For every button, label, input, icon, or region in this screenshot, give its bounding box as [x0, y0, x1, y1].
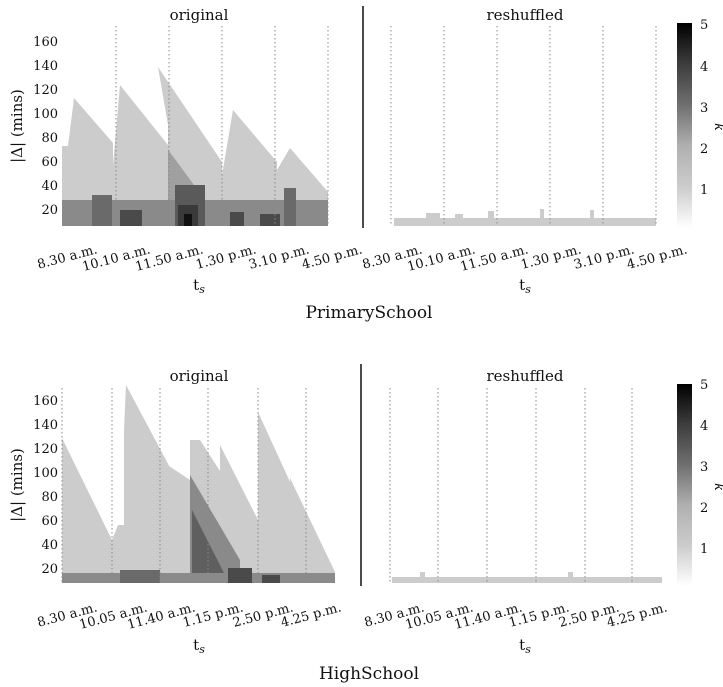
primary-dark-cell	[284, 188, 296, 226]
y-tick-label: 20	[41, 562, 58, 577]
high-original-x-axis-label: ts	[193, 636, 205, 656]
primary-y-axis-label: |Δ| (mins)	[8, 89, 26, 163]
reshuffled-bump	[488, 211, 494, 218]
high-original-xticks: 8.30 a.m. 10.05 a.m. 11.40 a.m. 1.15 p.m…	[36, 600, 343, 633]
high-dark-cell	[262, 575, 280, 583]
y-tick-label: 20	[41, 203, 58, 218]
reshuffled-bump	[540, 209, 544, 218]
primary-dark-cell	[260, 214, 280, 226]
colorbar-label: k	[711, 483, 723, 491]
high-colorbar: 1 2 3 4 5 k	[677, 378, 723, 586]
colorbar-tick: 1	[700, 183, 708, 198]
primary-dark-cell	[92, 195, 112, 226]
y-tick-label: 140	[33, 418, 58, 433]
high-wave-6	[290, 478, 335, 583]
colorbar-tick: 5	[700, 378, 708, 393]
high-original-panel: original	[8, 367, 343, 656]
y-tick-label: 60	[41, 155, 58, 170]
reshuffled-band	[394, 218, 656, 226]
primary-dark-cell	[120, 210, 142, 226]
primary-reshuffled-vlines	[391, 26, 656, 226]
high-original-title: original	[170, 367, 229, 385]
high-reshuffled-heatmap	[392, 572, 662, 583]
high-wave-1	[62, 438, 112, 583]
y-tick-label: 160	[33, 394, 58, 409]
y-tick-label: 40	[41, 538, 58, 553]
high-reshuffled-vlines	[390, 388, 632, 583]
reshuffled-bump	[568, 572, 573, 577]
y-tick-label: 100	[33, 466, 58, 481]
primary-original-xticks: 8.30 a.m. 10.10 a.m. 11.50 a.m. 1.30 p.m…	[36, 242, 364, 275]
y-tick-label: 40	[41, 179, 58, 194]
y-tick-label: 60	[41, 514, 58, 529]
primary-original-title: original	[170, 6, 229, 24]
primary-original-x-axis-label: ts	[193, 276, 205, 296]
high-dark-cell	[62, 573, 335, 583]
colorbar-tick: 3	[700, 101, 708, 116]
high-wave-3	[160, 460, 190, 583]
colorbar-tick: 4	[700, 419, 708, 434]
colorbar-tick: 4	[700, 60, 708, 75]
colorbar-tick: 2	[700, 142, 708, 157]
y-tick-label: 160	[33, 35, 58, 50]
y-tick-label: 120	[33, 83, 58, 98]
reshuffled-bump	[455, 214, 463, 218]
reshuffled-bump	[426, 213, 440, 218]
highschool-figure: original	[8, 364, 723, 684]
colorbar-tick: 3	[700, 460, 708, 475]
primary-dark-cell	[184, 214, 192, 226]
high-reshuffled-xticks: 8.30 a.m. 10.05 a.m. 11.40 a.m. 1.15 p.m…	[363, 600, 669, 633]
primary-original-heatmap	[62, 67, 328, 226]
y-tick-label: 80	[41, 131, 58, 146]
high-dark-cell	[228, 568, 252, 583]
high-original-yticks: 20 40 60 80 100 120 140 160	[33, 394, 58, 577]
high-reshuffled-x-axis-label: ts	[519, 636, 531, 656]
colorbar-tick: 1	[700, 542, 708, 557]
colorbar-label: k	[711, 123, 723, 131]
primary-reshuffled-panel: reshuffled 8.30 a.m. 10.10 a.m. 1	[361, 6, 689, 296]
high-figure-title: HighSchool	[319, 664, 419, 684]
y-tick-label: 100	[33, 107, 58, 122]
y-tick-label: 120	[33, 442, 58, 457]
colorbar-gradient	[677, 384, 692, 586]
primary-reshuffled-x-axis-label: ts	[519, 276, 531, 296]
primary-dark-cell	[230, 212, 244, 226]
colorbar-tick: 2	[700, 501, 708, 516]
primary-reshuffled-heatmap	[394, 209, 656, 226]
high-y-axis-label: |Δ| (mins)	[8, 448, 26, 522]
high-dark-cell	[120, 570, 160, 583]
primary-reshuffled-xticks: 8.30 a.m. 10.10 a.m. 11.50 a.m. 1.30 p.m…	[361, 242, 689, 275]
y-tick-label: 80	[41, 490, 58, 505]
colorbar-tick: 5	[700, 18, 708, 33]
reshuffled-bump	[590, 210, 594, 218]
primary-original-yticks: 20 40 60 80 100 120 140 160	[33, 35, 58, 218]
y-tick-label: 140	[33, 59, 58, 74]
primaryschool-figure: original	[8, 6, 723, 323]
primary-reshuffled-title: reshuffled	[487, 6, 564, 24]
colorbar-gradient	[677, 23, 692, 228]
reshuffled-bump	[420, 572, 425, 577]
primary-colorbar: 1 2 3 4 5 k	[677, 18, 723, 228]
primary-figure-title: PrimarySchool	[305, 303, 432, 323]
x-tick-label: 4.50 p.m.	[625, 242, 689, 273]
x-tick-label: 4.50 p.m.	[300, 242, 364, 273]
primary-original-panel: original	[8, 6, 364, 296]
high-reshuffled-panel: reshuffled 8.30 a.m. 10.05 a.m. 11.40 a.…	[363, 367, 669, 656]
high-original-heatmap	[62, 385, 335, 583]
high-reshuffled-title: reshuffled	[487, 367, 564, 385]
reshuffled-band	[392, 577, 662, 583]
